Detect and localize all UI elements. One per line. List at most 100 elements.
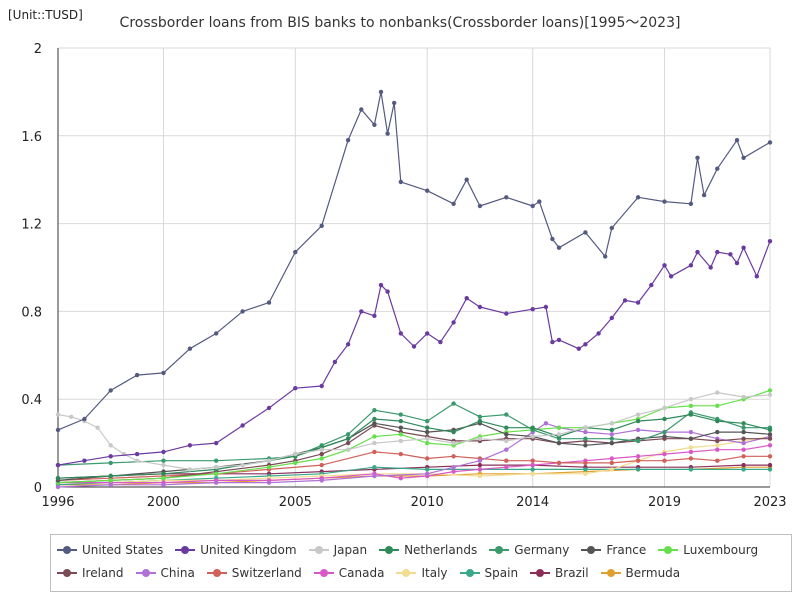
data-point [701, 192, 707, 198]
y-tick-label: 0 [34, 481, 42, 496]
data-point [385, 131, 390, 136]
data-point [767, 462, 773, 468]
data-point [504, 438, 509, 444]
data-point [425, 436, 430, 441]
data-point [266, 300, 272, 305]
data-point [688, 429, 694, 435]
data-point [372, 416, 377, 422]
data-point [372, 473, 377, 479]
legend-marker [489, 545, 510, 555]
data-point [425, 440, 430, 446]
data-point [451, 201, 456, 206]
data-point [392, 100, 397, 106]
data-point [530, 471, 535, 476]
data-point [438, 339, 443, 345]
data-point [688, 456, 694, 461]
y-tick-label: 1.2 [21, 218, 42, 233]
data-point [345, 432, 351, 437]
data-point [583, 436, 588, 441]
legend-item-bermuda: Bermuda [600, 564, 680, 581]
legend-item-canada: Canada [313, 564, 385, 581]
data-point [741, 425, 746, 430]
data-point [372, 440, 377, 446]
data-point [477, 436, 483, 441]
data-point [477, 467, 483, 472]
data-point [741, 429, 746, 435]
data-point [688, 403, 694, 408]
data-point [108, 443, 113, 448]
data-point [662, 405, 667, 411]
x-tick-label: 2023 [753, 495, 786, 510]
series-line-china [57, 422, 771, 488]
data-point [108, 478, 113, 483]
data-point [556, 337, 562, 343]
legend-item-germany: Germany [489, 542, 569, 559]
data-point [688, 445, 694, 450]
data-point [187, 443, 193, 448]
data-point [741, 421, 746, 426]
data-point [214, 465, 219, 470]
data-point [530, 458, 535, 463]
data-point [214, 331, 219, 336]
legend-item-luxembourg: Luxembourg [658, 542, 758, 559]
data-point [668, 274, 674, 279]
data-point [451, 320, 456, 325]
legend-item-united-states: United States [57, 542, 163, 559]
legend-label: United Kingdom [200, 543, 297, 557]
data-point [530, 434, 535, 439]
data-point [596, 331, 601, 336]
data-point [550, 236, 555, 242]
data-point [609, 460, 614, 466]
legend-label: Luxembourg [683, 543, 759, 557]
series-united-states [55, 89, 773, 433]
data-point [556, 245, 562, 250]
legend-item-ireland: Ireland [57, 564, 124, 581]
data-point [741, 436, 746, 441]
y-tick-label: 0.4 [21, 393, 42, 408]
data-point [530, 467, 535, 472]
data-point [398, 438, 403, 444]
data-point [161, 449, 166, 455]
legend-item-japan: Japan [308, 542, 367, 559]
data-point [187, 346, 193, 351]
data-point [583, 342, 588, 347]
data-point [728, 252, 733, 257]
data-point [332, 359, 338, 365]
data-point [372, 434, 377, 439]
series-line-germany [57, 403, 770, 466]
data-point [477, 414, 483, 419]
data-point [715, 429, 720, 435]
data-point [609, 225, 614, 231]
data-point [635, 300, 641, 305]
legend-label: France [606, 543, 647, 557]
legend-marker [658, 545, 679, 555]
data-point [662, 451, 667, 457]
data-point [609, 436, 614, 441]
data-point [622, 298, 628, 303]
data-point [108, 460, 113, 466]
data-point [477, 203, 483, 209]
data-point [662, 434, 667, 439]
data-point [398, 418, 403, 424]
legend-marker [57, 545, 77, 555]
data-point [530, 307, 535, 312]
data-point [398, 451, 403, 457]
data-point [715, 458, 720, 463]
data-point [504, 412, 509, 417]
data-point [293, 460, 298, 466]
data-point [359, 107, 364, 112]
data-point [161, 462, 166, 468]
legend-label: Spain [484, 565, 519, 580]
chart-title: Crossborder loans from BIS banks to nonb… [119, 15, 681, 31]
data-point [398, 179, 403, 185]
series-line-united-states [57, 91, 771, 431]
legend-item-france: France [581, 542, 646, 559]
data-point [583, 471, 588, 476]
legend-marker [308, 545, 329, 555]
data-point [635, 467, 641, 472]
legend-label: China [160, 565, 195, 580]
data-point [715, 249, 720, 255]
legend-label: Switzerland [231, 565, 302, 580]
data-point [451, 465, 456, 470]
legend-label: Canada [338, 565, 385, 580]
